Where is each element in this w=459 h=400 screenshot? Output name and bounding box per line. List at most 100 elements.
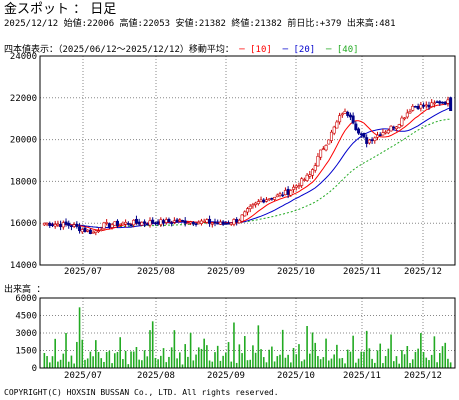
candle-body — [357, 128, 361, 134]
volume-bar — [374, 362, 376, 368]
copyright-text: COPYRIGHT(C) HOXSIN BUSSAN Co., LTD. All… — [4, 388, 279, 397]
volume-x-axis-labels: 2025/07 2025/08 2025/09 2025/10 2025/11 2025/… — [64, 371, 442, 381]
candle-body — [213, 221, 217, 224]
volume-bar — [206, 345, 208, 368]
volume-bar — [403, 354, 406, 368]
volume-bar — [352, 335, 354, 368]
volume-bar — [254, 352, 257, 368]
chart-title: 金スポット ： 日足 — [4, 2, 117, 17]
candle-body — [430, 102, 434, 107]
candle-body — [189, 221, 193, 224]
candle-body — [313, 165, 317, 171]
price-gridlines — [40, 56, 455, 265]
volume-x-tick-label: 2025/08 — [137, 371, 175, 381]
volume-bar — [105, 352, 108, 368]
price-y-tick-label: 24000 — [10, 52, 37, 62]
volume-bar — [143, 350, 146, 368]
candle-body — [210, 222, 214, 225]
volume-bar — [113, 353, 116, 368]
volume-bar — [417, 348, 419, 368]
volume-bar — [401, 350, 403, 368]
candle-body — [118, 223, 122, 226]
candle-body — [69, 225, 73, 228]
candle-body — [351, 115, 355, 124]
candle-body — [362, 132, 366, 138]
volume-bar — [379, 343, 382, 368]
volume-bar — [233, 322, 235, 368]
price-y-tick-label: 14000 — [10, 261, 37, 271]
volume-bar — [330, 358, 333, 368]
volume-bar — [222, 355, 224, 368]
candle-body — [254, 202, 258, 205]
candle-body — [178, 219, 182, 222]
candle-body — [319, 149, 323, 158]
volume-bar — [119, 337, 121, 368]
volume-bar — [395, 356, 398, 368]
volume-bar — [214, 352, 216, 368]
volume-bar — [81, 339, 84, 368]
candle-body — [438, 101, 442, 104]
volume-bar — [333, 354, 335, 368]
candle-body — [121, 222, 125, 226]
volume-bar — [116, 352, 119, 368]
candle-body — [405, 112, 409, 118]
volume-bar — [208, 360, 211, 368]
volume-bar — [433, 336, 436, 368]
candle-body — [408, 111, 412, 114]
candle-body — [199, 220, 203, 224]
candle-body — [246, 208, 250, 213]
candle-body — [292, 186, 296, 190]
candle-body — [367, 139, 371, 144]
volume-bar — [235, 362, 238, 368]
candle-body — [251, 204, 255, 207]
candle-body — [324, 145, 328, 151]
volume-bar — [317, 356, 319, 368]
volume-bar — [84, 359, 86, 368]
candle-body — [259, 199, 263, 202]
candle-body — [297, 185, 301, 188]
candle-body — [321, 148, 325, 151]
price-x-tick-label: 2025/12 — [404, 267, 442, 277]
price-plot-frame — [39, 55, 456, 266]
candle-body — [441, 101, 445, 104]
candle-body — [99, 229, 103, 231]
volume-bar — [306, 326, 308, 368]
candle-body — [186, 222, 190, 225]
volume-x-tick-label: 2025/07 — [64, 371, 102, 381]
candle-body — [156, 221, 160, 225]
volume-bar — [292, 347, 295, 368]
volume-y-tick-label: 1500 — [15, 347, 37, 357]
volume-bar — [76, 341, 78, 368]
volume-plot-frame — [39, 297, 456, 369]
volume-bar — [195, 354, 197, 368]
volume-bar — [89, 351, 92, 368]
candle-body — [403, 117, 407, 120]
volume-bar — [189, 332, 192, 368]
candle-body — [164, 219, 168, 223]
volume-bar — [54, 338, 56, 368]
candle-body — [370, 139, 374, 142]
volume-bar — [154, 357, 157, 368]
price-y-tick-label: 18000 — [10, 177, 37, 187]
volume-bar — [230, 361, 233, 368]
candle-body — [332, 126, 336, 134]
candle-body — [45, 222, 49, 225]
legend-row: 四本値表示：（2025/06/12～2025/12/12）移動平均： ─ [10… — [4, 42, 359, 55]
candle-body — [229, 222, 233, 225]
candle-body — [256, 201, 260, 204]
candle-body — [270, 197, 274, 200]
volume-bar — [279, 354, 281, 368]
candle-body — [172, 220, 176, 223]
ohlc-info-line: 2025/12/12 始値:22006 高値:22053 安値:21382 終値… — [4, 19, 396, 29]
volume-bar — [390, 334, 392, 368]
volume-bar — [146, 356, 149, 368]
legend-ma40-label: [40] — [336, 45, 359, 55]
candle-body — [413, 106, 417, 108]
volume-bar — [138, 359, 140, 368]
candle-body — [221, 221, 225, 225]
candle-body — [240, 214, 244, 222]
volume-bar — [303, 359, 306, 368]
legend-ma20-label: [20] — [293, 45, 316, 55]
volume-bar — [111, 363, 113, 368]
volume-bar — [187, 356, 189, 368]
